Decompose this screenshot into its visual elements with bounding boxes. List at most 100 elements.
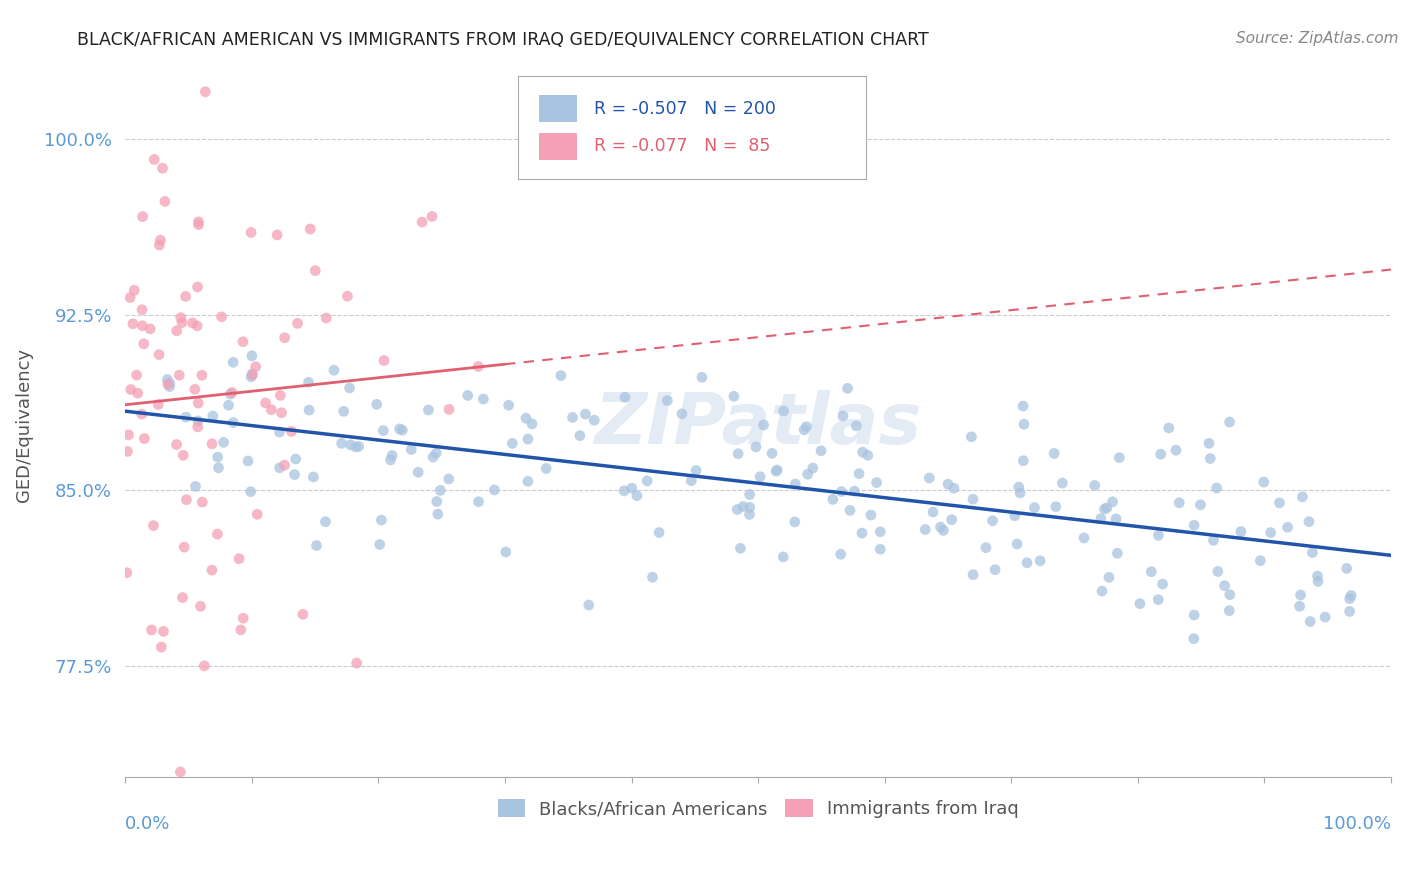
Point [269, 460, 291, 475]
Point [962, 567, 984, 582]
Point [1182, 632, 1205, 646]
Point [156, 372, 179, 386]
Point [1105, 512, 1128, 526]
Point [184, 479, 207, 493]
Point [1249, 554, 1271, 568]
Point [232, 334, 254, 349]
Point [207, 527, 229, 541]
Point [962, 492, 984, 507]
Point [339, 381, 361, 395]
Point [725, 502, 748, 516]
Point [240, 369, 263, 384]
Point [122, 283, 145, 297]
Point [381, 449, 404, 463]
Point [960, 430, 983, 444]
Point [148, 348, 170, 362]
Point [1206, 565, 1229, 579]
Point [1260, 525, 1282, 540]
Point [1277, 520, 1299, 534]
Point [1336, 561, 1358, 575]
Point [366, 397, 388, 411]
Point [516, 475, 538, 489]
FancyBboxPatch shape [517, 77, 866, 178]
Point [1213, 579, 1236, 593]
Point [269, 388, 291, 402]
Point [733, 500, 755, 514]
Point [685, 463, 707, 477]
Point [914, 523, 936, 537]
Point [346, 656, 368, 670]
Point [186, 318, 208, 333]
Point [131, 318, 153, 333]
Point [520, 417, 543, 431]
Point [516, 432, 538, 446]
Point [1189, 498, 1212, 512]
Point [143, 153, 166, 167]
Point [810, 443, 832, 458]
Point [845, 418, 868, 433]
Point [174, 410, 197, 425]
Point [1301, 546, 1323, 560]
Point [245, 359, 267, 374]
Point [837, 381, 859, 395]
Point [370, 513, 392, 527]
Point [738, 508, 761, 522]
Point [131, 302, 153, 317]
Point [429, 483, 451, 498]
Point [1198, 436, 1220, 450]
Point [280, 425, 302, 439]
Point [515, 411, 537, 425]
Point [1219, 588, 1241, 602]
Point [1202, 533, 1225, 548]
Point [1129, 597, 1152, 611]
Point [207, 450, 229, 464]
Point [1289, 588, 1312, 602]
Point [193, 658, 215, 673]
Point [636, 474, 658, 488]
Point [1298, 515, 1320, 529]
Point [613, 483, 636, 498]
Point [132, 336, 155, 351]
Point [422, 450, 444, 464]
Point [191, 495, 214, 509]
Point [139, 322, 162, 336]
Point [373, 424, 395, 438]
Point [115, 566, 138, 580]
Point [1164, 443, 1187, 458]
Point [148, 398, 170, 412]
Point [723, 389, 745, 403]
Point [467, 359, 489, 374]
Point [1168, 496, 1191, 510]
Point [122, 317, 145, 331]
Point [1012, 417, 1035, 432]
Point [159, 376, 181, 390]
Point [583, 413, 606, 427]
Point [420, 210, 443, 224]
Point [380, 453, 402, 467]
Point [229, 623, 252, 637]
Point [1095, 500, 1118, 515]
Text: Source: ZipAtlas.com: Source: ZipAtlas.com [1236, 31, 1399, 46]
Point [844, 484, 866, 499]
Point [152, 161, 174, 176]
Point [1218, 604, 1240, 618]
Point [749, 469, 772, 483]
Point [534, 461, 557, 475]
Point [236, 454, 259, 468]
Point [181, 316, 204, 330]
Point [1073, 531, 1095, 545]
Point [690, 370, 713, 384]
Point [936, 477, 959, 491]
Point [457, 388, 479, 402]
Point [626, 489, 648, 503]
Point [772, 549, 794, 564]
Point [752, 417, 775, 432]
Point [772, 404, 794, 418]
Point [323, 363, 346, 377]
Point [1045, 500, 1067, 514]
Point [172, 591, 194, 605]
Point [620, 481, 643, 495]
Point [648, 525, 671, 540]
Text: BLACK/AFRICAN AMERICAN VS IMMIGRANTS FROM IRAQ GED/EQUIVALENCY CORRELATION CHART: BLACK/AFRICAN AMERICAN VS IMMIGRANTS FRO… [77, 31, 929, 49]
Point [681, 474, 703, 488]
